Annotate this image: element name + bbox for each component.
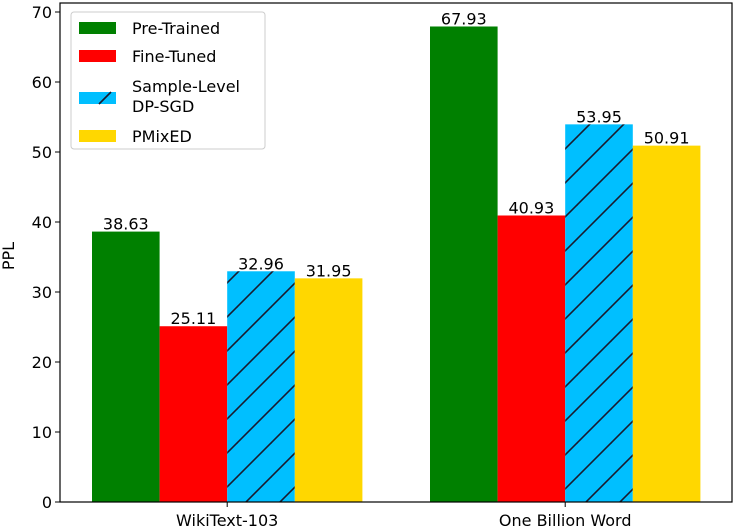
data-label: 53.95 xyxy=(576,107,622,126)
y-tick-label: 20 xyxy=(32,353,52,372)
data-label: 31.95 xyxy=(306,261,352,280)
y-tick-label: 70 xyxy=(32,3,52,22)
legend-swatch xyxy=(79,50,116,62)
y-tick-label: 0 xyxy=(42,493,52,512)
legend-label: DP-SGD xyxy=(132,97,194,116)
x-tick-label: WikiText-103 xyxy=(176,511,278,530)
data-label: 25.11 xyxy=(170,309,216,328)
data-label: 38.63 xyxy=(103,215,149,234)
y-tick-label: 50 xyxy=(32,143,52,162)
bar xyxy=(497,215,566,503)
legend-label: Sample-Level xyxy=(132,77,240,96)
plot-frame xyxy=(59,2,733,503)
legend-label: PMixED xyxy=(132,127,192,146)
bar xyxy=(92,231,160,502)
data-label: 50.91 xyxy=(644,129,690,148)
x-tick-label: One Billion Word xyxy=(499,511,632,530)
y-tick-label: 60 xyxy=(32,73,52,92)
y-axis-label: PPL xyxy=(0,242,18,270)
y-tick-label: 30 xyxy=(32,283,52,302)
data-label: 32.96 xyxy=(238,254,284,273)
legend-swatch xyxy=(79,22,116,34)
legend-label: Fine-Tuned xyxy=(132,47,216,66)
data-label: 67.93 xyxy=(441,9,487,28)
y-tick-label: 40 xyxy=(32,213,52,232)
legend-box xyxy=(70,11,266,150)
bar xyxy=(159,326,228,502)
legend-label: Pre-Trained xyxy=(132,19,220,38)
legend-swatch xyxy=(79,130,116,142)
bar xyxy=(294,278,363,502)
legend-swatch xyxy=(79,92,116,104)
bar-hatch xyxy=(227,271,295,502)
legend-swatch-hatch xyxy=(98,91,112,105)
data-label: 40.93 xyxy=(508,198,554,217)
bar-hatch xyxy=(565,124,633,502)
bar xyxy=(632,145,701,502)
y-tick-label: 10 xyxy=(32,423,52,442)
bar xyxy=(430,26,498,503)
